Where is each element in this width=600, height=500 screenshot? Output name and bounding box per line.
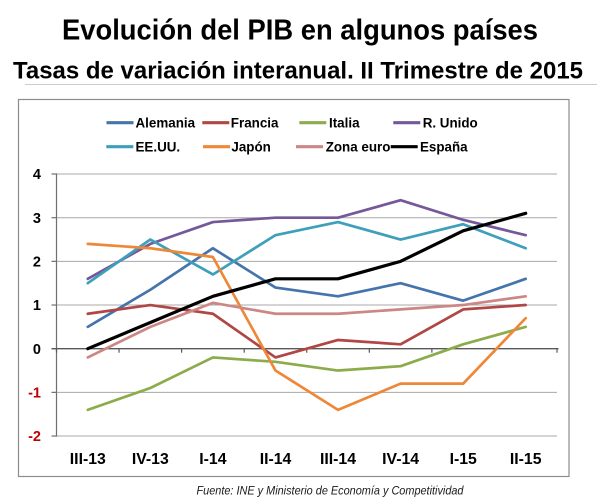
svg-text:Alemania: Alemania xyxy=(136,116,196,131)
svg-text:España: España xyxy=(420,140,468,155)
svg-text:4: 4 xyxy=(33,167,41,183)
svg-text:IV-13: IV-13 xyxy=(132,451,169,468)
svg-text:EE.UU.: EE.UU. xyxy=(136,140,181,155)
svg-text:I-15: I-15 xyxy=(450,451,477,468)
svg-text:-1: -1 xyxy=(28,386,41,402)
svg-text:III-13: III-13 xyxy=(70,451,106,468)
svg-text:III-14: III-14 xyxy=(320,451,356,468)
svg-text:Fuente: INE y Ministerio de Ec: Fuente: INE y Ministerio de Economía y C… xyxy=(197,484,464,498)
svg-text:Evolución del PIB en algunos p: Evolución del PIB en algunos países xyxy=(62,15,538,47)
svg-text:Italia: Italia xyxy=(329,116,360,131)
svg-text:Francia: Francia xyxy=(231,116,279,131)
svg-text:-2: -2 xyxy=(28,429,41,445)
svg-text:II-15: II-15 xyxy=(510,451,542,468)
svg-text:3: 3 xyxy=(33,211,41,227)
svg-text:IV-14: IV-14 xyxy=(382,451,419,468)
svg-text:Zona euro: Zona euro xyxy=(326,140,391,155)
svg-text:Japón: Japón xyxy=(231,140,270,155)
svg-text:Tasas de variación interanual.: Tasas de variación interanual. II Trimes… xyxy=(13,58,583,85)
svg-text:I-14: I-14 xyxy=(199,451,226,468)
svg-text:2: 2 xyxy=(33,255,41,271)
svg-text:R. Unido: R. Unido xyxy=(423,116,478,131)
svg-text:0: 0 xyxy=(33,342,41,358)
svg-text:II-14: II-14 xyxy=(260,451,292,468)
svg-text:1: 1 xyxy=(33,298,41,314)
